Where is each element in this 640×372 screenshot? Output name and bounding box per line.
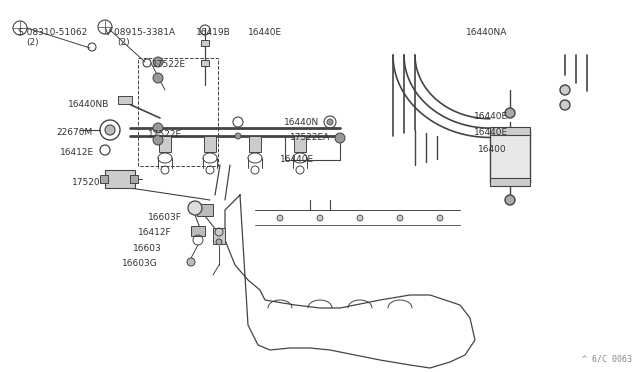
Bar bbox=[197, 204, 213, 216]
Text: (2): (2) bbox=[117, 38, 130, 47]
Circle shape bbox=[560, 85, 570, 95]
Bar bbox=[249, 136, 261, 152]
Text: 16440E: 16440E bbox=[474, 112, 508, 121]
Circle shape bbox=[187, 258, 195, 266]
Bar bbox=[201, 60, 209, 66]
Circle shape bbox=[216, 239, 222, 245]
Circle shape bbox=[357, 215, 363, 221]
Bar bbox=[204, 136, 216, 152]
Circle shape bbox=[153, 57, 163, 67]
Text: 16440E: 16440E bbox=[248, 28, 282, 37]
Text: 16412F: 16412F bbox=[138, 228, 172, 237]
Bar bbox=[490, 127, 530, 135]
Text: 17522EA: 17522EA bbox=[290, 133, 330, 142]
Text: 16400: 16400 bbox=[478, 145, 507, 154]
Bar bbox=[105, 170, 135, 188]
Text: 16603G: 16603G bbox=[122, 259, 157, 268]
Bar bbox=[118, 96, 132, 104]
Text: (2): (2) bbox=[26, 38, 38, 47]
Text: 16440NA: 16440NA bbox=[466, 28, 508, 37]
Bar bbox=[138, 58, 218, 166]
Circle shape bbox=[505, 108, 515, 118]
Circle shape bbox=[327, 119, 333, 125]
Bar bbox=[130, 175, 138, 183]
Bar bbox=[490, 178, 530, 186]
Text: 16419B: 16419B bbox=[196, 28, 231, 37]
Bar bbox=[490, 130, 530, 182]
Bar bbox=[100, 175, 108, 183]
Text: S 08310-51062: S 08310-51062 bbox=[18, 28, 87, 37]
Circle shape bbox=[235, 133, 241, 139]
Text: 16603: 16603 bbox=[133, 244, 162, 253]
Text: 16603F: 16603F bbox=[148, 213, 182, 222]
Text: 17522E: 17522E bbox=[148, 130, 182, 139]
Bar bbox=[294, 136, 306, 152]
Text: ^ 6/C 0063: ^ 6/C 0063 bbox=[582, 355, 632, 364]
Circle shape bbox=[317, 215, 323, 221]
Text: 16440E: 16440E bbox=[280, 155, 314, 164]
Bar bbox=[191, 226, 205, 236]
Text: V 08915-3381A: V 08915-3381A bbox=[105, 28, 175, 37]
Bar bbox=[201, 40, 209, 46]
Text: 17520: 17520 bbox=[72, 178, 100, 187]
Circle shape bbox=[153, 123, 163, 133]
Bar bbox=[159, 136, 171, 152]
Circle shape bbox=[153, 73, 163, 83]
Circle shape bbox=[277, 215, 283, 221]
Text: 16412E: 16412E bbox=[60, 148, 94, 157]
Circle shape bbox=[397, 215, 403, 221]
Text: 17522E: 17522E bbox=[152, 60, 186, 69]
Circle shape bbox=[188, 201, 202, 215]
Text: 16440E: 16440E bbox=[474, 128, 508, 137]
Text: 16440N: 16440N bbox=[284, 118, 319, 127]
Circle shape bbox=[437, 215, 443, 221]
Text: 22670M: 22670M bbox=[56, 128, 92, 137]
Circle shape bbox=[105, 125, 115, 135]
Circle shape bbox=[335, 133, 345, 143]
Bar bbox=[213, 228, 225, 244]
Circle shape bbox=[505, 195, 515, 205]
Circle shape bbox=[153, 135, 163, 145]
Circle shape bbox=[560, 100, 570, 110]
Text: 16440NB: 16440NB bbox=[68, 100, 109, 109]
